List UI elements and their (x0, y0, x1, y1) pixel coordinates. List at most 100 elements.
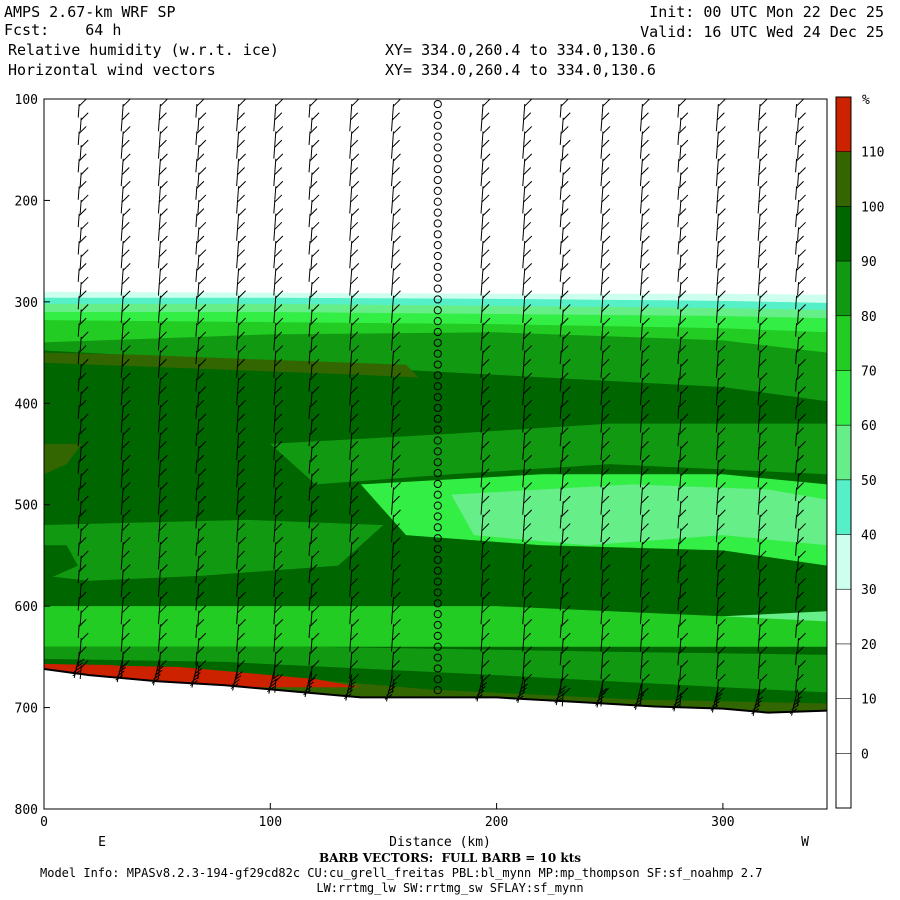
calm-circle (433, 686, 442, 695)
colorbar-label: 100 (861, 200, 884, 215)
calm-circle (433, 523, 442, 532)
colorbar-bin (836, 151, 851, 207)
colorbar-label: 60 (861, 419, 877, 434)
colorbar-label: 30 (861, 583, 877, 598)
calm-circle (433, 241, 442, 250)
barb-shafts (795, 99, 806, 707)
barb-shafts (120, 99, 131, 680)
forecast-hour: Fcst: 64 h (4, 21, 122, 39)
colorbar-bin (836, 315, 851, 371)
barb-column-11 (515, 99, 533, 704)
colorbar-bin (836, 534, 851, 590)
colorbar-bin (836, 370, 851, 426)
calm-circle (433, 121, 442, 130)
barb-column-16 (710, 99, 726, 713)
barb-surface-feathers (72, 651, 85, 679)
x-end-label-west: W (801, 835, 809, 850)
colorbar-label: 50 (861, 474, 877, 489)
valid-time: Valid: 16 UTC Wed 24 Dec 25 (640, 23, 884, 41)
model-title: AMPS 2.67-km WRF SP (4, 3, 176, 21)
x-tick-label: 300 (711, 815, 734, 830)
barb-shafts (559, 99, 571, 707)
barb-surface-feathers (475, 675, 488, 702)
x-tick-label: 0 (40, 815, 48, 830)
barb-column-17 (751, 99, 768, 716)
barb-shafts (157, 99, 168, 680)
calm-circle (433, 338, 442, 347)
barb-column-18 (789, 99, 806, 716)
calm-circle (433, 425, 442, 434)
calm-circle (433, 349, 442, 358)
colorbar-bin (836, 261, 851, 316)
barb-shafts (308, 99, 320, 693)
barb-shafts (77, 99, 89, 680)
calm-circle (433, 610, 442, 619)
calm-circle (433, 295, 442, 304)
calm-circle (433, 479, 442, 489)
wind-barbs (72, 99, 806, 716)
barb-shafts (677, 99, 689, 707)
model-info-2: LW:rrtmg_lw SW:rrtmg_sw SFLAY:sf_mynn (316, 881, 584, 895)
colorbar-bin (836, 206, 851, 262)
colorbar-bin (836, 589, 851, 644)
barb-column-15 (672, 99, 689, 712)
calm-circle (433, 208, 442, 217)
barb-surface-feathers (633, 683, 646, 710)
colorbar-bin (836, 425, 851, 480)
x-axis-label: Distance (km) (389, 835, 491, 850)
field-name-2: Horizontal wind vectors (8, 61, 216, 79)
barb-legend: BARB VECTORS: FULL BARB = 10 kts (318, 851, 582, 865)
calm-circle (433, 588, 442, 597)
barb-column-5 (267, 99, 284, 694)
barb-surface-feathers (384, 675, 397, 702)
plot-frame (43, 98, 828, 810)
colorbar-bin (836, 753, 851, 808)
calm-circle (433, 566, 442, 575)
calm-circle (433, 653, 442, 662)
calm-circle (433, 219, 442, 228)
colorbar-bin (836, 479, 851, 535)
y-tick-label: 700 (15, 702, 38, 717)
x-tick-label: 200 (485, 815, 508, 830)
colorbar-label: 110 (861, 146, 884, 161)
calm-circle (433, 175, 442, 185)
x-axis: 0 100 200 300 (40, 803, 735, 830)
calm-circle (433, 382, 442, 391)
x-end-label-east: E (98, 835, 106, 850)
calm-circle (433, 110, 442, 120)
y-tick-label: 300 (15, 296, 38, 311)
calm-circle (433, 251, 442, 261)
calm-circle (433, 186, 442, 195)
calm-circle (433, 436, 442, 445)
calm-circle (433, 534, 442, 543)
field-name-1: Relative humidity (w.r.t. ice) (8, 41, 279, 59)
barb-shafts (195, 99, 207, 680)
barb-column-14 (633, 99, 650, 710)
colorbar-label: 80 (861, 310, 877, 325)
barb-surface-feathers (190, 661, 203, 688)
calm-circle (433, 512, 442, 521)
barb-column-12 (554, 99, 571, 707)
calm-circle (433, 501, 442, 510)
calm-circle (433, 284, 442, 293)
calm-circle (433, 458, 442, 467)
calm-circle (433, 371, 442, 380)
calm-circle (433, 664, 442, 673)
calm-circle (433, 577, 442, 586)
barb-shafts (600, 99, 611, 707)
barb-shafts (522, 99, 533, 693)
barb-surface-feathers (595, 681, 608, 708)
xy-coords-2: XY= 334.0,260.4 to 334.0,130.6 (385, 61, 656, 79)
barb-column-9 (433, 99, 442, 695)
calm-circle (433, 631, 442, 640)
colorbar-unit: % (862, 93, 870, 108)
barb-surface-feathers (115, 656, 128, 683)
init-time: Init: 00 UTC Mon 22 Dec 25 (649, 3, 884, 21)
calm-circle (433, 544, 442, 554)
barb-column-2 (151, 99, 168, 686)
colorbar-bin (836, 698, 851, 754)
barb-column-0 (72, 99, 89, 680)
barb-surface-feathers (267, 667, 280, 694)
barb-shafts (715, 99, 726, 707)
calm-circle (433, 262, 442, 271)
